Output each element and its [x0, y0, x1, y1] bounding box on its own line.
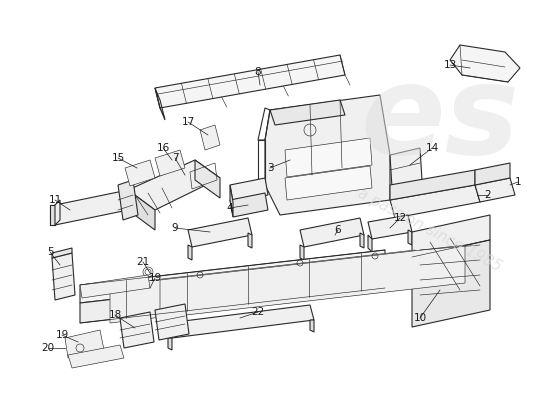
Polygon shape — [390, 185, 480, 218]
Polygon shape — [475, 178, 515, 202]
Text: 21: 21 — [136, 257, 150, 267]
Polygon shape — [80, 250, 385, 303]
Polygon shape — [120, 312, 154, 348]
Polygon shape — [52, 253, 75, 300]
Polygon shape — [125, 160, 155, 186]
Text: 3: 3 — [267, 163, 273, 173]
Text: 10: 10 — [414, 313, 427, 323]
Text: 22: 22 — [251, 307, 265, 317]
Polygon shape — [188, 245, 192, 260]
Polygon shape — [390, 170, 475, 200]
Polygon shape — [80, 268, 385, 323]
Text: 20: 20 — [41, 343, 54, 353]
Text: 5: 5 — [47, 247, 53, 257]
Text: 2: 2 — [485, 190, 491, 200]
Polygon shape — [368, 215, 412, 239]
Polygon shape — [360, 233, 364, 248]
Text: 14: 14 — [425, 143, 439, 153]
Polygon shape — [412, 215, 490, 257]
Text: 19: 19 — [148, 273, 162, 283]
Polygon shape — [155, 150, 185, 176]
Text: 16: 16 — [156, 143, 169, 153]
Text: 19: 19 — [56, 330, 69, 340]
Polygon shape — [310, 320, 314, 332]
Polygon shape — [300, 218, 364, 247]
Polygon shape — [118, 180, 138, 220]
Text: 6: 6 — [335, 225, 342, 235]
Polygon shape — [195, 160, 220, 198]
Text: 15: 15 — [111, 153, 125, 163]
Polygon shape — [52, 248, 72, 258]
Polygon shape — [230, 185, 233, 217]
Polygon shape — [390, 148, 422, 188]
Text: 18: 18 — [108, 310, 122, 320]
Polygon shape — [68, 345, 124, 368]
Polygon shape — [450, 45, 520, 82]
Text: 1: 1 — [515, 177, 521, 187]
Polygon shape — [50, 205, 55, 225]
Text: 12: 12 — [393, 213, 406, 223]
Polygon shape — [188, 218, 252, 247]
Polygon shape — [128, 190, 155, 230]
Polygon shape — [200, 125, 220, 150]
Polygon shape — [230, 178, 268, 202]
Polygon shape — [55, 200, 60, 225]
Polygon shape — [248, 233, 252, 248]
Polygon shape — [475, 163, 510, 185]
Text: es: es — [360, 60, 520, 180]
Polygon shape — [270, 100, 345, 125]
Polygon shape — [55, 190, 128, 225]
Polygon shape — [80, 275, 150, 298]
Polygon shape — [168, 338, 172, 350]
Polygon shape — [168, 305, 314, 338]
Polygon shape — [50, 205, 55, 225]
Polygon shape — [265, 95, 390, 215]
Text: 11: 11 — [48, 195, 62, 205]
Polygon shape — [230, 193, 268, 217]
Polygon shape — [408, 230, 412, 245]
Text: 4: 4 — [227, 203, 233, 213]
Polygon shape — [412, 240, 490, 327]
Text: 9: 9 — [172, 223, 178, 233]
Polygon shape — [160, 245, 465, 318]
Polygon shape — [368, 235, 372, 252]
Text: 13: 13 — [443, 60, 456, 70]
Polygon shape — [285, 138, 372, 177]
Text: 8: 8 — [255, 67, 261, 77]
Text: a passion since 1985: a passion since 1985 — [355, 186, 504, 274]
Polygon shape — [128, 160, 220, 210]
Text: 7: 7 — [172, 153, 178, 163]
Polygon shape — [285, 166, 372, 200]
Polygon shape — [110, 250, 415, 323]
Polygon shape — [300, 245, 304, 260]
Text: 17: 17 — [182, 117, 195, 127]
Polygon shape — [155, 55, 345, 108]
Polygon shape — [155, 304, 189, 340]
Polygon shape — [65, 330, 104, 358]
